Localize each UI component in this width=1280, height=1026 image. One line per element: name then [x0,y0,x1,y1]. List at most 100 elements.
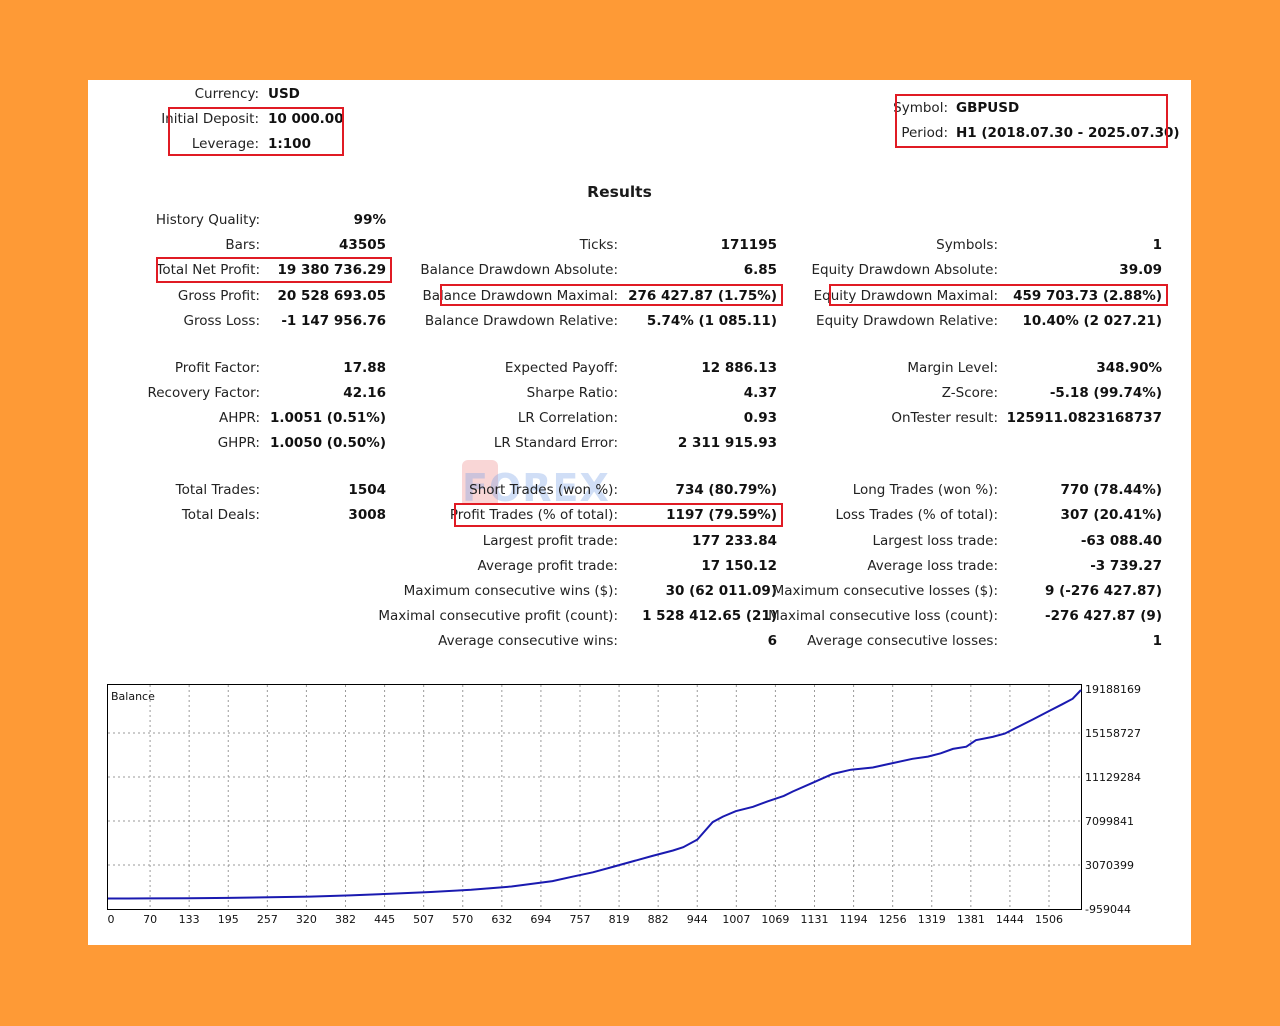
stat-value: 171195 [720,237,777,253]
initial-deposit-label: Initial Deposit: [161,111,259,127]
stat-label: Average loss trade: [867,558,998,574]
x-tick-label: 694 [530,913,551,926]
stat-label: Profit Trades (% of total): [449,507,618,523]
stat-value: 1.0050 (0.50%) [270,435,386,451]
stat-label: LR Standard Error: [493,435,618,451]
stat-label: Average consecutive wins: [438,633,618,649]
x-tick-label: 445 [374,913,395,926]
stat-value: 1 [1152,237,1162,253]
stat-value: 6 [767,633,777,649]
stat-value: 99% [353,212,386,228]
stat-label: Average profit trade: [477,558,618,574]
stat-value: 39.09 [1119,262,1162,278]
stat-value: 20 528 693.05 [277,288,386,304]
x-tick-label: 1194 [840,913,868,926]
stat-label: Equity Drawdown Absolute: [811,262,998,278]
x-tick-label: 570 [452,913,473,926]
stat-value: 5.74% (1 085.11) [646,313,777,329]
stat-value: 734 (80.79%) [675,482,777,498]
stat-value: 1.0051 (0.51%) [270,410,386,426]
x-tick-label: 944 [687,913,708,926]
stat-value: 459 703.73 (2.88%) [1013,288,1162,304]
stat-label: Symbols: [936,237,998,253]
x-tick-label: 0 [108,913,115,926]
stat-value: 30 (62 011.09) [665,583,777,599]
deposit-highlight-box [168,107,344,156]
stat-label: Gross Profit: [177,288,260,304]
stat-value: -3 739.27 [1090,558,1162,574]
stat-label: Total Net Profit: [156,262,260,278]
stat-label: Ticks: [579,237,618,253]
net-profit-highlight-box [156,257,392,283]
x-tick-label: 757 [570,913,591,926]
x-tick-label: 1319 [918,913,946,926]
balance-chart-frame [107,684,1082,910]
x-tick-label: 1506 [1035,913,1063,926]
stat-value: -276 427.87 (9) [1044,608,1162,624]
stat-label: Recovery Factor: [147,385,260,401]
period-label: Period: [901,125,948,141]
symbol-label: Symbol: [893,100,948,116]
x-tick-label: 133 [179,913,200,926]
stat-value: 348.90% [1096,360,1162,376]
y-tick-label: 3070399 [1085,859,1134,872]
period-value: H1 (2018.07.30 - 2025.07.30) [956,125,1180,141]
stat-label: Z-Score: [941,385,998,401]
stat-value: 1197 (79.59%) [666,507,777,523]
stat-label: Gross Loss: [183,313,261,329]
x-tick-label: 1256 [879,913,907,926]
stat-label: Total Deals: [181,507,260,523]
profit-trades-highlight-box [454,503,783,527]
stat-value: 17.88 [343,360,386,376]
stat-label: LR Correlation: [517,410,618,426]
stat-label: Equity Drawdown Relative: [816,313,998,329]
stat-value: 2 311 915.93 [677,435,777,451]
y-tick-label: 15158727 [1085,727,1141,740]
stat-value: 19 380 736.29 [277,262,386,278]
report-panel: Currency: USD Initial Deposit: 10 000.00… [88,80,1191,945]
initial-deposit-value: 10 000.00 [268,111,344,127]
stat-value: 276 427.87 (1.75%) [628,288,777,304]
stat-label: Long Trades (won %): [852,482,998,498]
x-tick-label: 819 [609,913,630,926]
stat-value: -1 147 956.76 [281,313,386,329]
results-title: Results [587,183,652,201]
watermark-logo-icon [462,460,498,504]
stat-label: Profit Factor: [174,360,260,376]
stat-label: Sharpe Ratio: [526,385,618,401]
watermark-text: FOREX [462,466,610,510]
stat-label: Balance Drawdown Relative: [424,313,618,329]
y-tick-label: 7099841 [1085,815,1134,828]
stat-label: Loss Trades (% of total): [835,507,998,523]
stat-label: Maximal consecutive loss (count): [768,608,998,624]
stat-value: 770 (78.44%) [1060,482,1162,498]
balance-drawdown-highlight-box [440,284,783,306]
stat-value: 6.85 [743,262,777,278]
y-tick-label: 11129284 [1085,771,1141,784]
currency-value: USD [268,86,300,102]
symbol-value: GBPUSD [956,100,1020,116]
stat-value: 177 233.84 [692,533,777,549]
stat-label: Largest loss trade: [872,533,998,549]
x-tick-label: 632 [491,913,512,926]
stat-label: Margin Level: [907,360,998,376]
x-tick-label: 1381 [957,913,985,926]
stat-label: History Quality: [155,212,260,228]
x-tick-label: 320 [296,913,317,926]
stat-value: -63 088.40 [1080,533,1162,549]
x-tick-label: 1444 [996,913,1024,926]
stat-label: Total Trades: [175,482,260,498]
stat-label: Balance Drawdown Maximal: [422,288,619,304]
stat-label: Maximum consecutive losses ($): [772,583,998,599]
stat-label: Balance Drawdown Absolute: [420,262,618,278]
stat-value: 17 150.12 [701,558,777,574]
stat-value: 3008 [348,507,386,523]
stat-label: AHPR: [218,410,260,426]
stat-value: 307 (20.41%) [1060,507,1162,523]
stat-value: 1 [1152,633,1162,649]
stat-label: Bars: [225,237,260,253]
stat-label: GHPR: [217,435,260,451]
x-tick-label: 1069 [761,913,789,926]
stat-value: -5.18 (99.74%) [1049,385,1162,401]
stat-value: 42.16 [343,385,386,401]
